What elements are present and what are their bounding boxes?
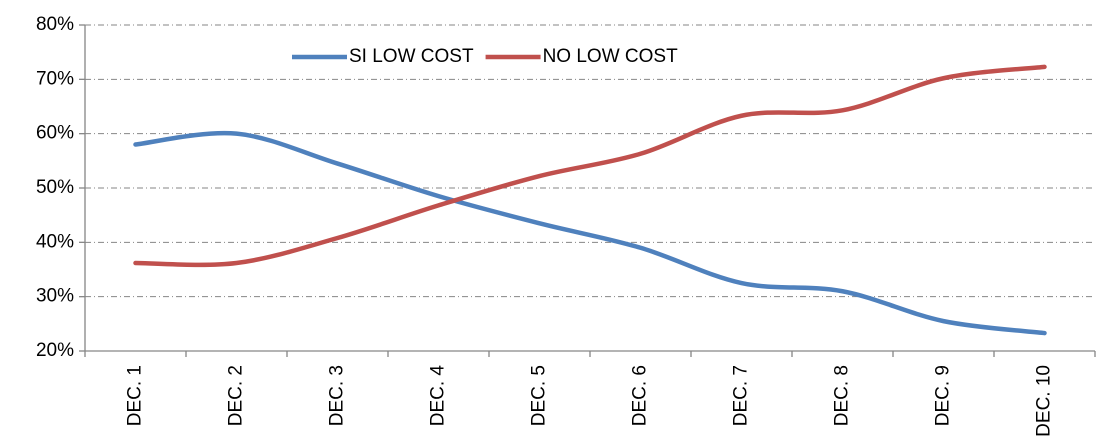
x-tick-label-dec-1: DEC. 1 [125, 365, 146, 426]
series-lines [133, 64, 1047, 336]
x-tick-label-dec-7: DEC. 7 [731, 365, 752, 426]
x-axis-ticks: DEC. 1 DEC. 2 DEC. 3 DEC. 4 DEC. 5 DEC. 6 DEC.… [84, 351, 1096, 437]
y-tick-label: 40% [36, 231, 74, 252]
y-tick-label: 30% [36, 286, 74, 307]
x-tick-label-dec-2: DEC. 2 [226, 365, 247, 426]
gridlines [85, 24, 1095, 298]
legend-label-si-low-cost: SI LOW COST [349, 46, 474, 67]
y-tick-label: 20% [36, 340, 74, 361]
x-tick-label-dec-9: DEC. 9 [933, 365, 954, 426]
series-line-si-low-cost [133, 130, 1047, 336]
y-axis-ticks: 20% 30% 40% 50% 60% 70% 80% [36, 14, 85, 361]
legend-label-no-low-cost: NO LOW COST [543, 46, 679, 67]
y-tick-label: 50% [36, 177, 74, 198]
x-tick-label-dec-5: DEC. 5 [529, 365, 550, 426]
y-tick-label: 80% [36, 14, 74, 35]
x-tick-label-dec-3: DEC. 3 [327, 365, 348, 426]
legend: SI LOW COST NO LOW COST [292, 46, 678, 67]
y-tick-label: 60% [36, 123, 74, 144]
x-tick-label-dec-10: DEC. 10 [1034, 365, 1055, 437]
series-line-no-low-cost [133, 64, 1047, 268]
x-tick-label-dec-8: DEC. 8 [832, 365, 853, 426]
x-tick-label-dec-4: DEC. 4 [428, 365, 449, 427]
x-tick-label-dec-6: DEC. 6 [630, 365, 651, 426]
y-tick-label: 70% [36, 68, 74, 89]
